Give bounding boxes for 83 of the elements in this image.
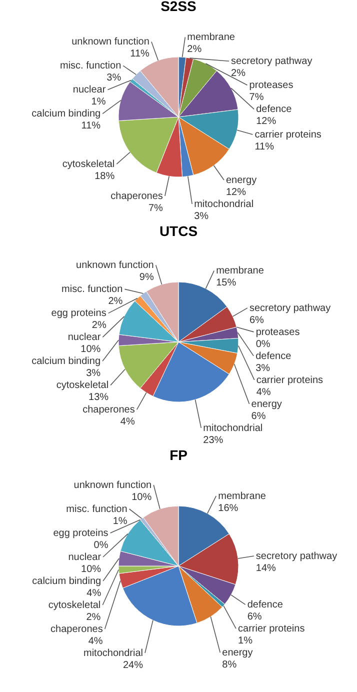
data-label: 13% <box>88 392 109 404</box>
text: 0% <box>256 338 270 350</box>
chart-title: FP <box>170 447 188 463</box>
slice-label: cytoskeletal <box>48 600 101 611</box>
slice-label: misc. function <box>62 284 123 296</box>
text: 0% <box>94 540 108 551</box>
data-label: 6% <box>251 410 266 422</box>
category-label: egg proteins <box>53 528 108 539</box>
data-label: 7% <box>148 203 164 214</box>
category-label: proteases <box>256 326 300 338</box>
slice-label: misc. function <box>66 504 128 515</box>
slice-label: mitochondrial <box>194 199 254 210</box>
data-label: 14% <box>256 562 276 574</box>
slice-label: carrier proteins <box>238 624 305 635</box>
data-label: 3% <box>256 362 270 374</box>
data-label: 10% <box>132 492 152 503</box>
data-label: 23% <box>203 434 224 446</box>
slice-label: unknown function <box>76 260 154 272</box>
slice-label: unknown function <box>74 480 152 491</box>
data-label: 3% <box>86 368 101 380</box>
slice-label: carrier proteins <box>256 374 324 386</box>
data-label: 11% <box>81 120 101 132</box>
slice-label: cytoskeletal <box>56 380 109 392</box>
data-label: 6% <box>249 314 264 326</box>
slice-label: energy <box>226 175 257 186</box>
data-label: 4% <box>256 386 271 398</box>
slice-label: chaperones <box>110 191 163 202</box>
slice-label: membrane <box>218 490 266 502</box>
slice-label: energy <box>222 648 253 659</box>
slice-label: cytoskeletal <box>62 159 115 170</box>
data-label: 2% <box>108 296 123 308</box>
slice-label: calcium binding <box>32 356 101 368</box>
data-label: 8% <box>222 660 237 671</box>
slice-label: egg proteins <box>51 308 106 320</box>
data-label: 4% <box>86 588 102 599</box>
slice-label: calcium binding <box>32 576 102 587</box>
slice-label: membrane <box>187 32 236 44</box>
data-label: 7% <box>249 92 264 104</box>
slice-label: mitochondrial <box>203 422 263 434</box>
slice-label: secretory pathway <box>231 56 312 68</box>
data-label: 11% <box>254 141 274 152</box>
chart-title: UTCS <box>159 223 198 239</box>
data-label: 16% <box>218 502 238 514</box>
slice-label: calcium binding <box>32 108 101 120</box>
slice-label: carrier proteins <box>254 129 322 140</box>
slice-label: nuclear <box>72 84 106 96</box>
slice-label: unknown function <box>72 36 150 48</box>
data-label: 4% <box>120 416 135 428</box>
data-label: 18% <box>94 171 115 182</box>
slice-label: nuclear <box>68 332 102 344</box>
slice-label: proteases <box>249 80 294 92</box>
data-label: 1% <box>112 516 128 527</box>
slice-label: chaperones <box>82 404 135 416</box>
data-label: 1% <box>238 636 253 647</box>
data-label: 2% <box>86 612 101 623</box>
slice-label: defence <box>256 350 292 362</box>
data-label: 2% <box>231 68 246 80</box>
slice-label: energy <box>251 398 282 410</box>
slice-label: misc. function <box>60 60 122 72</box>
slice-label: chaperones <box>50 624 103 635</box>
slice-label: secretory pathway <box>249 302 331 314</box>
slice-label: membrane <box>216 266 264 277</box>
data-label: 9% <box>139 272 154 284</box>
data-label: 2% <box>187 44 202 56</box>
data-label: 15% <box>216 278 236 289</box>
data-label: 10% <box>80 344 101 356</box>
data-label: 12% <box>226 187 246 198</box>
data-label: 4% <box>88 636 103 647</box>
data-label: 12% <box>256 116 276 128</box>
data-label: 10% <box>81 564 102 575</box>
slice-label: nuclear <box>68 552 102 563</box>
data-label: 6% <box>247 612 262 623</box>
slice-label: defence <box>256 104 292 116</box>
data-label: 1% <box>91 96 106 108</box>
data-label: 2% <box>92 320 106 332</box>
data-label: 24% <box>122 660 144 671</box>
chart-title: S2SS <box>160 0 196 14</box>
slice-label: mitochondrial <box>84 648 143 659</box>
slice-label: secretory pathway <box>256 550 338 562</box>
data-label: 11% <box>130 48 150 60</box>
data-label: 3% <box>106 72 122 84</box>
data-label: 3% <box>194 211 209 222</box>
slice-label: defence <box>247 600 284 611</box>
